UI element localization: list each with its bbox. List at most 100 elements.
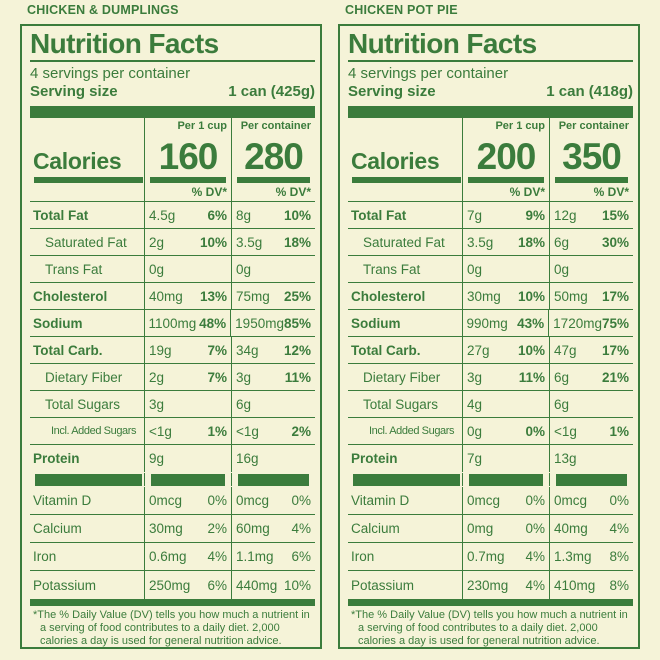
amount-per-cup: 0mcg	[467, 493, 501, 508]
amount-per-cup: 4.5g	[149, 207, 176, 223]
footnote-divider-bar	[348, 599, 633, 606]
percent-dv-per-cup: 4%	[207, 549, 227, 564]
amount-per-container: 0mcg	[236, 493, 270, 508]
per-container-cell: 6g	[549, 391, 633, 417]
percent-dv-per-container: 2%	[291, 423, 311, 439]
percent-dv-per-container: 17%	[601, 342, 629, 358]
per-cup-cell: 4.5g 6%	[144, 202, 231, 228]
servings-per-container: 4 servings per container	[348, 65, 509, 82]
percent-dv-per-container: 0%	[291, 493, 311, 508]
per-container-cell: 50mg 17%	[549, 283, 633, 309]
per-cup-cell: 0.6mg 4%	[144, 543, 231, 570]
calories-row: Calories 160 280	[30, 134, 315, 176]
calories-underline-row	[348, 176, 633, 183]
percent-dv-per-container: 75%	[601, 315, 629, 331]
amount-per-container: 410mg	[554, 577, 596, 593]
nutrient-name: Calcium	[351, 521, 400, 536]
percent-dv-header: % DV*	[549, 183, 633, 201]
per-container-cell: 1.1mg 6%	[231, 543, 315, 570]
per-cup-cell: 7g 9%	[462, 202, 549, 228]
per-container-cell: 1.3mg 8%	[549, 543, 633, 570]
nutrient-row: Dietary Fiber 3g 11% 6g 21%	[348, 364, 633, 391]
serving-size-value: 1 can (425g)	[228, 83, 315, 100]
per-container-cell: 75mg 25%	[231, 283, 315, 309]
nutrient-name-cell: Trans Fat	[30, 262, 144, 277]
nutrient-row: Total Sugars 3g 6g	[30, 391, 315, 418]
per-container-cell: 440mg 10%	[231, 571, 315, 599]
nutrient-row: Incl. Added Sugars 0g 0% <1g 1%	[348, 418, 633, 445]
column-header-per-cup: Per 1 cup	[462, 118, 549, 134]
product-title: CHICKEN & DUMPLINGS	[27, 3, 179, 17]
amount-per-cup: 3.5g	[467, 234, 494, 250]
per-container-cell: 47g 17%	[549, 337, 633, 363]
percent-dv-per-container: 11%	[284, 369, 311, 385]
amount-per-container: 6g	[554, 369, 570, 385]
percent-dv-per-cup: 10%	[199, 234, 227, 250]
nutrient-row: Trans Fat 0g 0g	[348, 256, 633, 283]
percent-dv-per-container: 85%	[283, 315, 311, 331]
nutrient-name-cell: Sodium	[30, 316, 144, 331]
percent-dv-per-cup: 0%	[525, 521, 545, 536]
amount-per-container: 1.1mg	[236, 549, 274, 564]
percent-dv-header: % DV*	[462, 183, 549, 201]
nutrient-row: Sodium 1100mg 48% 1950mg 85%	[30, 310, 315, 337]
nutrient-row: Total Sugars 4g 6g	[348, 391, 633, 418]
amount-per-container: 47g	[554, 342, 577, 358]
nutrient-row: Dietary Fiber 2g 7% 3g 11%	[30, 364, 315, 391]
nutrient-name-cell: Total Fat	[30, 208, 144, 223]
nutrient-name: Total Carb.	[351, 342, 421, 358]
column-header-row: Per 1 cup Per container	[348, 118, 633, 134]
amount-per-cup: 30mg	[467, 288, 501, 304]
serving-size-value: 1 can (418g)	[546, 83, 633, 100]
percent-dv-per-container: 10%	[283, 207, 311, 223]
nutrient-row: Calcium 30mg 2% 60mg 4%	[30, 515, 315, 543]
percent-dv-per-cup: 48%	[199, 315, 227, 331]
per-container-cell: 8g 10%	[231, 202, 315, 228]
vitamin-rows: Vitamin D 0mcg 0% 0mcg 0% Calcium 0mg 0% 40mg 4% I…	[348, 487, 633, 599]
nutrient-name: Dietary Fiber	[45, 369, 123, 385]
nutrient-name: Cholesterol	[33, 288, 108, 304]
per-container-cell: 13g	[549, 445, 633, 472]
nutrient-row: Saturated Fat 2g 10% 3.5g 18%	[30, 229, 315, 256]
nutrient-name: Total Sugars	[363, 396, 439, 412]
percent-dv-per-cup: 43%	[517, 315, 545, 331]
percent-dv-per-cup: 10%	[517, 342, 545, 358]
per-cup-cell: 1100mg 48%	[143, 310, 231, 336]
percent-dv-per-cup: 7%	[207, 342, 227, 358]
nutrient-row: Incl. Added Sugars <1g 1% <1g 2%	[30, 418, 315, 445]
amount-per-container: 40mg	[554, 521, 588, 536]
nutrient-row: Saturated Fat 3.5g 18% 6g 30%	[348, 229, 633, 256]
vitamin-rows: Vitamin D 0mcg 0% 0mcg 0% Calcium 30mg 2% 60mg 4%…	[30, 487, 315, 599]
nutrient-name: Incl. Added Sugars	[51, 425, 137, 437]
amount-per-container: <1g	[236, 423, 259, 439]
nutrition-panel-chicken-dumplings: CHICKEN & DUMPLINGS Nutrition Facts 4 se…	[20, 2, 322, 649]
amount-per-cup: 2g	[149, 369, 165, 385]
calories-label: Calories	[351, 148, 440, 174]
amount-per-container: 6g	[554, 234, 570, 250]
column-header-per-container: Per container	[549, 118, 633, 134]
per-cup-cell: 7g	[462, 445, 549, 472]
amount-per-container: 0g	[236, 261, 252, 277]
nutrient-name-cell: Vitamin D	[348, 493, 462, 508]
nutrient-row: Cholesterol 40mg 13% 75mg 25%	[30, 283, 315, 310]
amount-per-container: 440mg	[236, 577, 278, 593]
percent-dv-per-container: 17%	[601, 288, 629, 304]
amount-per-container: 0g	[554, 261, 570, 277]
per-cup-cell: 0mcg 0%	[144, 487, 231, 514]
per-container-cell: 410mg 8%	[549, 571, 633, 599]
nutrient-name-cell: Saturated Fat	[30, 235, 144, 250]
amount-per-container: 6g	[236, 396, 252, 412]
footnote-divider-bar	[30, 599, 315, 606]
per-container-cell: 16g	[231, 445, 315, 472]
nutrient-name: Protein	[33, 451, 80, 466]
per-container-cell: 40mg 4%	[549, 515, 633, 542]
serving-size-label: Serving size	[348, 83, 436, 100]
nutrient-name: Cholesterol	[351, 288, 426, 304]
nutrient-name-cell: Potassium	[30, 578, 144, 593]
nutrient-name-cell: Total Carb.	[30, 343, 144, 358]
amount-per-cup: 9g	[149, 451, 165, 466]
per-cup-cell: 30mg 10%	[462, 283, 549, 309]
daily-value-footnote: *The % Daily Value (DV) tells you how mu…	[33, 609, 310, 647]
amount-per-container: 1950mg	[235, 315, 284, 331]
percent-dv-per-cup: 0%	[525, 423, 545, 439]
